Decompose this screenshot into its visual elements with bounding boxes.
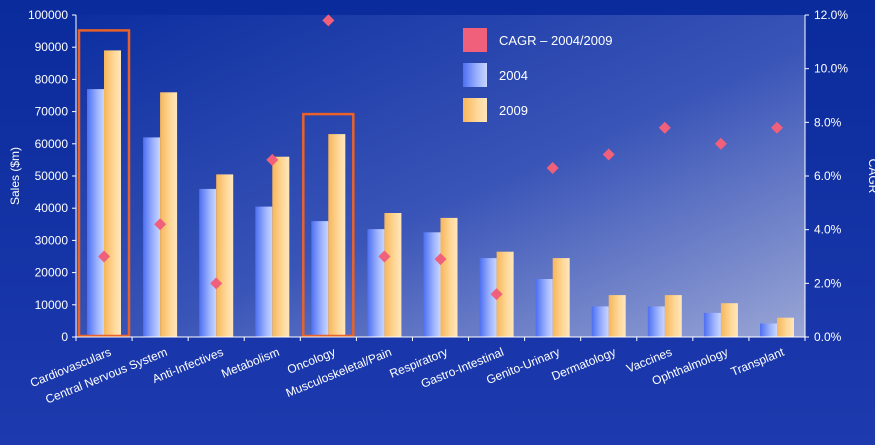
- cagr-marker: [658, 121, 671, 134]
- bar-2004: [591, 306, 609, 337]
- y2-tick-label: 10.0%: [814, 62, 848, 76]
- bar-2004: [647, 306, 665, 337]
- bar-2004: [479, 258, 497, 337]
- bar-2009: [552, 258, 570, 337]
- legend-swatch: [463, 28, 487, 52]
- bar-2004: [703, 312, 721, 337]
- bar-2004: [423, 232, 441, 337]
- cagr-marker: [714, 137, 727, 150]
- cagr-marker: [322, 14, 335, 27]
- bar-2004: [255, 206, 273, 337]
- bar-2009: [664, 295, 682, 337]
- y2-tick-label: 0.0%: [814, 330, 842, 344]
- highlight-box: [302, 112, 355, 338]
- legend-label: CAGR – 2004/2009: [499, 33, 612, 48]
- bar-2009: [777, 317, 794, 337]
- cagr-marker: [770, 121, 783, 134]
- bar-2004: [367, 229, 385, 337]
- cagr-marker: [210, 277, 223, 290]
- y-tick-label: 90000: [35, 40, 69, 54]
- y2-tick-label: 12.0%: [814, 8, 848, 22]
- bars-layer: [87, 50, 794, 338]
- bar-2004: [535, 279, 553, 337]
- cagr-marker: [434, 253, 447, 266]
- bar-2009: [104, 50, 121, 338]
- cagr-marker: [546, 161, 559, 174]
- y2-tick-label: 6.0%: [814, 169, 842, 183]
- y-axis-label: Sales ($m): [8, 147, 22, 205]
- y-tick-label: 80000: [35, 72, 69, 86]
- bar-2009: [384, 213, 402, 337]
- cagr-marker: [154, 218, 167, 231]
- y-tick-label: 20000: [35, 266, 69, 280]
- highlight-layer: [77, 29, 355, 338]
- bar-2009: [328, 134, 346, 337]
- legend-label: 2009: [499, 103, 528, 118]
- y-tick-label: 30000: [35, 233, 69, 247]
- cagr-markers-layer: [98, 14, 783, 301]
- cagr-marker: [378, 250, 391, 263]
- bar-2004: [311, 221, 329, 337]
- bar-2009: [272, 156, 290, 337]
- bar-2004: [199, 188, 217, 337]
- y-tick-label: 60000: [35, 137, 69, 151]
- y2-tick-label: 2.0%: [814, 276, 842, 290]
- bar-2004: [760, 323, 777, 337]
- y-tick-label: 40000: [35, 201, 69, 215]
- bar-2009: [160, 92, 178, 337]
- bar-2009: [496, 251, 514, 337]
- cagr-marker: [490, 288, 503, 301]
- y2-axis-label: CAGR: [866, 159, 875, 194]
- legend: CAGR – 2004/2009 2004 2009: [463, 28, 612, 122]
- bar-2009: [440, 217, 458, 337]
- legend-swatch: [463, 98, 487, 122]
- left-axis-ticks: 0 10000 20000 30000 40000 50000 60000 70000 8000…: [28, 8, 76, 344]
- bar-2009: [216, 174, 234, 337]
- cagr-marker: [266, 153, 279, 166]
- cagr-marker: [98, 250, 111, 263]
- y-tick-label: 10000: [35, 298, 69, 312]
- bar-2009: [608, 295, 626, 337]
- bar-2009: [720, 303, 738, 337]
- y2-tick-label: 8.0%: [814, 115, 842, 129]
- y-tick-label: 100000: [28, 8, 68, 22]
- y-tick-label: 0: [61, 330, 68, 344]
- y2-tick-label: 4.0%: [814, 223, 842, 237]
- bar-2004: [87, 89, 104, 337]
- cagr-marker: [602, 148, 615, 161]
- y-tick-label: 50000: [35, 169, 69, 183]
- highlight-box: [77, 29, 131, 338]
- bar-2004: [143, 137, 161, 337]
- y-tick-label: 70000: [35, 105, 69, 119]
- right-axis-ticks: 0.0% 2.0% 4.0% 6.0% 8.0% 10.0% 12.0%: [805, 8, 848, 344]
- legend-swatch: [463, 63, 487, 87]
- legend-label: 2004: [499, 68, 528, 83]
